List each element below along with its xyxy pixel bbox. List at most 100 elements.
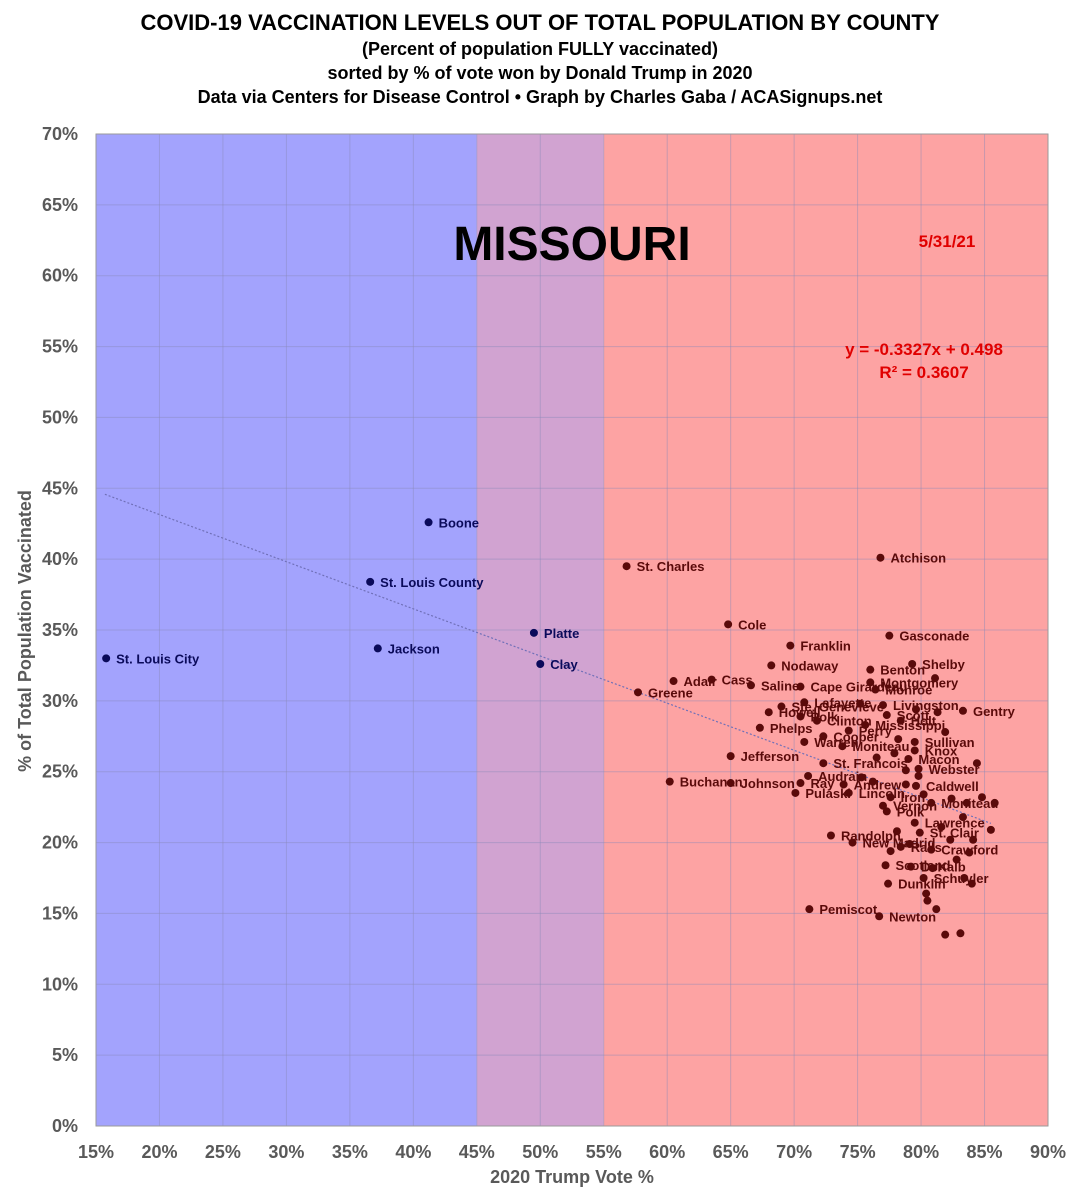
data-point: [634, 688, 643, 697]
point-label: Pemiscot: [819, 902, 877, 917]
data-point: [529, 628, 538, 637]
data-point: [839, 780, 848, 789]
point-label: Franklin: [800, 639, 851, 654]
data-point: [844, 788, 853, 797]
x-tick-label: 85%: [967, 1142, 1003, 1162]
region-blue: [96, 134, 477, 1126]
region-purple: [476, 134, 604, 1126]
x-axis-title: 2020 Trump Vote %: [490, 1167, 654, 1187]
chart-subtitle-2: sorted by % of vote won by Donald Trump …: [327, 63, 752, 83]
point-label: St. Louis City: [116, 651, 200, 666]
data-point: [990, 798, 999, 807]
point-labels: St. Louis City Boone St. Louis County Jacks…: [116, 515, 1015, 924]
y-tick-label: 70%: [42, 124, 78, 144]
point-label: Nodaway: [781, 658, 839, 673]
point-label: Iron: [901, 790, 926, 805]
data-point: [896, 842, 905, 851]
chart-title: COVID-19 VACCINATION LEVELS OUT OF TOTAL…: [141, 10, 940, 35]
data-point: [915, 828, 924, 837]
data-point: [812, 716, 821, 725]
point-label: New Madrid: [863, 836, 936, 851]
data-point: [800, 698, 809, 707]
point-label: Benton: [880, 663, 925, 678]
data-point: [871, 685, 880, 694]
point-label: Adair: [684, 674, 717, 689]
y-tick-label: 65%: [42, 195, 78, 215]
data-point: [848, 838, 857, 847]
data-point: [424, 518, 433, 527]
point-label: Mississippi: [875, 718, 945, 733]
y-tick-label: 50%: [42, 407, 78, 427]
data-point: [878, 801, 887, 810]
data-point: [927, 798, 936, 807]
point-label: Johnson: [741, 776, 795, 791]
data-point: [908, 660, 917, 669]
data-point: [901, 766, 910, 775]
point-label: Caldwell: [926, 779, 979, 794]
data-point: [861, 720, 870, 729]
data-point: [901, 780, 910, 789]
x-tick-label: 45%: [459, 1142, 495, 1162]
point-label: Buchanan: [680, 775, 743, 790]
point-label: Saline: [761, 678, 799, 693]
y-tick-label: 0%: [52, 1116, 78, 1136]
point-label: Greene: [648, 685, 693, 700]
point-label: Holt: [911, 714, 937, 729]
data-point: [922, 889, 931, 898]
point-label: Webster: [929, 762, 980, 777]
data-point: [707, 675, 716, 684]
point-label: St. Louis County: [380, 575, 484, 590]
data-point: [958, 706, 967, 715]
point-label: St. Francois: [833, 756, 907, 771]
data-point: [755, 723, 764, 732]
point-label: Cooper: [833, 729, 879, 744]
point-label: Randolph: [841, 828, 901, 843]
point-label: Livingston: [893, 698, 959, 713]
point-label: Newton: [889, 909, 936, 924]
data-point: [894, 735, 903, 744]
data-point: [890, 749, 899, 758]
point-label: Knox: [925, 743, 958, 758]
regression-equation: y = -0.3327x + 0.498: [845, 340, 1003, 359]
point-label: Platte: [544, 626, 579, 641]
x-tick-label: 80%: [903, 1142, 939, 1162]
data-point: [102, 654, 111, 663]
data-point: [937, 822, 946, 831]
x-tick-label: 90%: [1030, 1142, 1066, 1162]
data-point: [960, 874, 969, 882]
y-tick-label: 30%: [42, 691, 78, 711]
point-label: Gentry: [973, 704, 1016, 719]
data-point: [919, 790, 928, 799]
chart-subtitle-3: Data via Centers for Disease Control • G…: [198, 87, 883, 107]
point-label: Cole: [738, 617, 766, 632]
gridlines: [95, 133, 1049, 1127]
x-tick-label: 20%: [141, 1142, 177, 1162]
y-tick-label: 10%: [42, 974, 78, 994]
data-point: [896, 716, 905, 725]
data-point: [884, 879, 893, 888]
data-point: [800, 737, 809, 746]
point-label: Shelby: [922, 657, 965, 672]
point-label: Ste. Genevieve: [791, 700, 884, 715]
x-tick-label: 65%: [713, 1142, 749, 1162]
data-point: [536, 660, 545, 669]
data-point: [746, 681, 755, 690]
data-point: [956, 929, 965, 938]
y-tick-label: 25%: [42, 762, 78, 782]
point-label: Schuyler: [934, 871, 989, 886]
trendline: [104, 493, 992, 824]
data-point: [962, 798, 971, 807]
data-point: [844, 726, 853, 735]
point-label: Lafayette: [814, 695, 871, 710]
data-point: [967, 879, 976, 888]
data-point: [933, 708, 942, 717]
x-axis-ticks: 15% 20% 25% 30% 35% 40% 45% 50% 55% 60% 65% 70% 75% 8…: [78, 1142, 1066, 1162]
data-point: [904, 754, 913, 763]
data-point: [669, 677, 678, 686]
data-point: [791, 788, 800, 797]
y-tick-label: 60%: [42, 266, 78, 286]
point-label: Cass: [722, 673, 753, 688]
point-label: Perry: [859, 724, 893, 739]
r-squared: R² = 0.3607: [879, 363, 968, 382]
data-point: [796, 712, 805, 721]
